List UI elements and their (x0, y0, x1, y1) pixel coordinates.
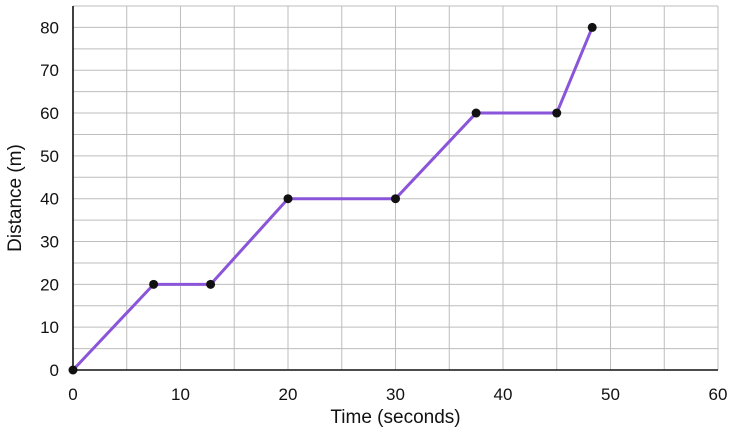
x-tick-label: 40 (494, 385, 513, 404)
y-tick-label: 80 (40, 18, 59, 37)
data-point (391, 194, 400, 204)
x-tick-label: 50 (601, 385, 620, 404)
data-point (68, 365, 78, 375)
series (68, 22, 597, 375)
data-point (587, 22, 597, 32)
x-tick-labels: 0 10 20 30 40 50 60 (68, 385, 727, 404)
data-point (283, 194, 293, 204)
grid (73, 5, 719, 370)
series-line (71, 25, 594, 372)
y-tick-label: 70 (40, 61, 59, 80)
x-axis-label: Time (seconds) (330, 407, 460, 428)
y-axis-label: Distance (m) (5, 144, 26, 252)
y-tick-labels: 0 10 20 30 40 50 60 70 80 (40, 18, 59, 380)
y-tick-label: 50 (40, 147, 59, 166)
y-tick-label: 60 (40, 104, 59, 123)
x-tick-label: 0 (68, 385, 77, 404)
y-tick-label: 20 (40, 275, 59, 294)
y-tick-label: 40 (40, 190, 59, 209)
data-point (149, 279, 159, 289)
x-tick-label: 60 (709, 385, 728, 404)
data-point (471, 108, 481, 118)
y-tick-label: 10 (40, 318, 59, 337)
y-tick-label: 0 (50, 361, 59, 380)
x-tick-label: 30 (386, 385, 405, 404)
y-tick-label: 30 (40, 233, 59, 252)
axes (72, 6, 718, 371)
data-point (552, 108, 562, 118)
data-point (206, 279, 216, 289)
x-tick-label: 10 (171, 385, 190, 404)
x-tick-label: 20 (279, 385, 298, 404)
